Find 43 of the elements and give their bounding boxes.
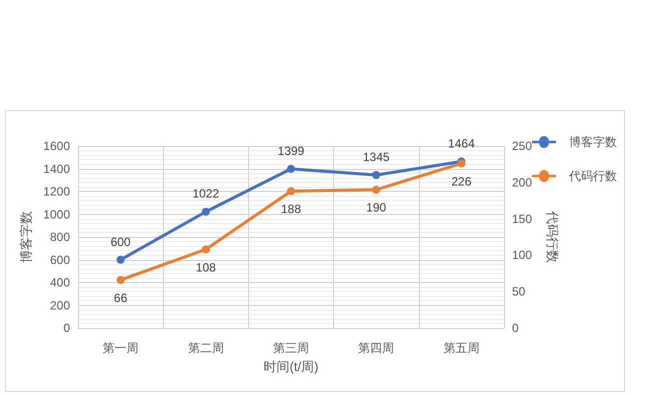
y2-tick-label: 0 [512, 321, 519, 335]
y2-tick-label: 100 [512, 248, 532, 262]
data-label: 190 [366, 200, 387, 215]
point [202, 208, 210, 216]
y2-tick-label: 200 [512, 175, 532, 190]
y-axis-title: 博客字数 [18, 211, 34, 263]
data-label: 1022 [192, 186, 220, 201]
x-tick-label: 第四周 [358, 341, 394, 355]
x-tick-label: 第二周 [188, 341, 224, 355]
x-axis-title: 时间(t/周) [264, 359, 318, 374]
legend-label: 博客字数 [569, 135, 617, 149]
data-label: 1464 [448, 136, 476, 150]
data-label: 188 [280, 202, 302, 216]
point [287, 187, 295, 196]
data-label: 66 [114, 290, 128, 305]
point [116, 256, 125, 264]
point [372, 186, 380, 194]
point [116, 276, 125, 284]
y2-axis-title: 代码行数 [545, 210, 560, 263]
data-label: 226 [451, 174, 472, 188]
y2-tick-label: 250 [512, 139, 532, 153]
x-tick-label: 第三周 [273, 341, 309, 355]
y-tick-label: 600 [50, 252, 70, 267]
y-tick-label: 1200 [43, 184, 70, 198]
y-tick-label: 1000 [43, 207, 70, 222]
point [287, 164, 295, 173]
y2-tick-label: 150 [512, 212, 532, 226]
y-tick-label: 1400 [43, 162, 70, 176]
x-tick-label: 第五周 [443, 341, 480, 355]
legend-label: 代码行数 [568, 169, 617, 183]
y-tick-label: 400 [50, 276, 70, 290]
y-tick-label: 800 [50, 230, 70, 244]
y-tick-label: 200 [50, 298, 70, 312]
data-label: 108 [196, 260, 216, 274]
y-tick-label: 0 [63, 321, 70, 335]
data-label: 1399 [278, 144, 305, 158]
x-tick-label: 第一周 [102, 341, 139, 355]
data-label: 1345 [362, 150, 390, 164]
y-tick-label: 1600 [43, 139, 70, 153]
y2-tick-label: 50 [512, 284, 526, 299]
data-label: 600 [110, 234, 131, 249]
point [372, 171, 380, 180]
point [202, 245, 210, 254]
